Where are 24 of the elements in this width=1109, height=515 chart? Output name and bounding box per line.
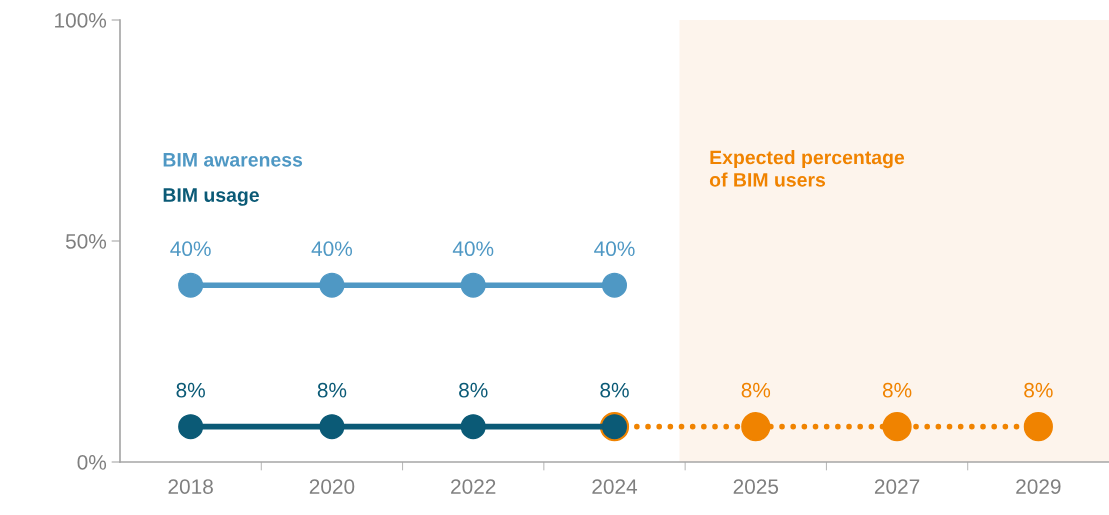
x-tick-label: 2029 <box>1016 479 1061 494</box>
text: BIM awareness <box>163 153 303 167</box>
data-label: 8% <box>882 382 912 398</box>
data-label: 8% <box>176 382 205 398</box>
y-tick-label: 50% <box>65 234 107 249</box>
y-tick-label: 100% <box>55 13 107 28</box>
data-label: 40% <box>594 241 635 257</box>
data-label: 8% <box>600 382 629 398</box>
data-label: 8% <box>741 382 771 398</box>
data-label: 40% <box>452 241 494 257</box>
x-tick-label: 2024 <box>592 479 638 494</box>
x-tick-label: 2020 <box>309 479 355 494</box>
x-tick-label: 2022 <box>451 479 496 494</box>
data-label: 8% <box>1024 382 1053 398</box>
data-label: 40% <box>311 241 353 257</box>
data-label: 40% <box>170 241 211 257</box>
x-tick-label: 2018 <box>168 479 213 494</box>
x-tick-label: 2025 <box>733 479 779 494</box>
data-label: 8% <box>317 382 347 398</box>
y-tick-label: 0% <box>77 455 107 470</box>
text: Expected percentage of BIM users <box>709 150 905 187</box>
x-tick-label: 2027 <box>874 479 920 494</box>
data-label: 8% <box>459 382 488 398</box>
text: BIM usage <box>163 188 259 206</box>
